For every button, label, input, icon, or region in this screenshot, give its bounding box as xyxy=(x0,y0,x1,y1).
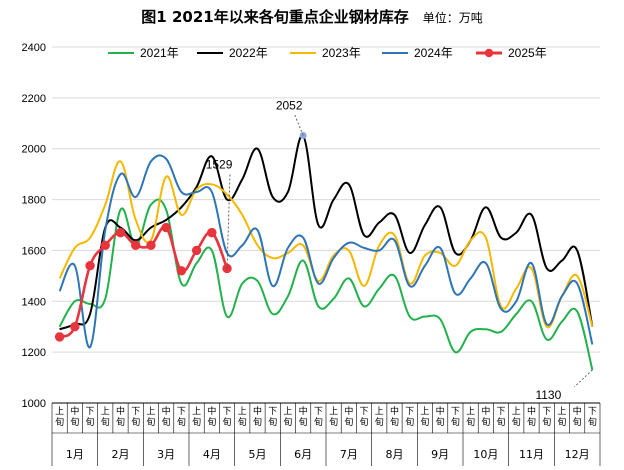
data-point xyxy=(191,245,202,256)
x-tick-label: 中旬 xyxy=(344,405,353,428)
x-tick-label: 上旬 xyxy=(283,406,292,428)
data-point xyxy=(207,227,217,238)
x-tick-label: 中旬 xyxy=(162,405,171,428)
month-label: 2月 xyxy=(112,448,130,461)
annotation-label: 1130 xyxy=(535,388,561,402)
x-tick-label: 上旬 xyxy=(238,406,247,428)
y-tick-label: 1400 xyxy=(22,296,46,308)
y-tick-label: 1800 xyxy=(22,195,46,207)
data-point xyxy=(100,240,110,251)
x-tick-label: 中旬 xyxy=(527,405,536,428)
x-tick-label: 下旬 xyxy=(177,407,186,428)
month-label: 5月 xyxy=(249,448,267,461)
data-point xyxy=(54,332,65,342)
series-line-1 xyxy=(58,198,594,371)
x-tick-label: 上旬 xyxy=(329,406,338,428)
annotation-leader xyxy=(574,369,593,388)
data-point xyxy=(176,266,187,276)
x-tick-label: 中旬 xyxy=(70,405,79,428)
legend-label: 2022年 xyxy=(229,46,268,60)
x-tick-label: 下旬 xyxy=(86,407,95,428)
y-tick-label: 1600 xyxy=(22,245,46,257)
month-label: 10月 xyxy=(473,448,498,461)
chart-title-text: 图1 2021年以来各旬重点企业钢材库存 xyxy=(141,8,409,26)
month-label: 6月 xyxy=(294,448,312,461)
x-tick-label: 下旬 xyxy=(360,407,369,428)
data-point xyxy=(146,240,156,251)
x-tick-label: 下旬 xyxy=(405,407,414,428)
x-tick-label: 下旬 xyxy=(223,407,232,428)
month-label: 11月 xyxy=(519,448,544,461)
x-tick-label: 中旬 xyxy=(116,405,125,428)
y-tick-label: 2200 xyxy=(22,93,46,105)
legend-label: 2024年 xyxy=(414,46,453,60)
legend-label: 2021年 xyxy=(140,46,179,60)
x-tick-label: 下旬 xyxy=(588,407,597,428)
data-point xyxy=(131,240,141,251)
series-line-2 xyxy=(59,134,594,331)
month-label: 4月 xyxy=(203,448,221,461)
data-point xyxy=(115,227,126,238)
x-tick-label: 上旬 xyxy=(466,406,475,428)
x-tick-label: 中旬 xyxy=(573,405,582,428)
x-tick-label: 下旬 xyxy=(314,407,323,428)
y-tick-label: 1200 xyxy=(22,347,46,359)
x-tick-label: 中旬 xyxy=(207,405,216,428)
y-tick-label: 2400 xyxy=(22,42,46,54)
x-tick-label: 中旬 xyxy=(481,405,490,428)
month-label: 8月 xyxy=(386,448,404,461)
unit-label: 单位：万吨 xyxy=(422,11,483,25)
x-tick-label: 中旬 xyxy=(390,405,399,428)
legend-marker xyxy=(484,48,494,58)
legend-label: 2023年 xyxy=(322,46,361,60)
x-tick-label: 下旬 xyxy=(542,407,551,428)
x-tick-label: 上旬 xyxy=(557,406,566,428)
y-tick-label: 1000 xyxy=(22,398,46,410)
x-tick-label: 上旬 xyxy=(146,406,155,428)
x-tick-label: 中旬 xyxy=(299,405,308,428)
x-tick-label: 上旬 xyxy=(512,406,521,428)
y-tick-label: 2000 xyxy=(22,144,46,156)
x-tick-label: 中旬 xyxy=(253,405,262,428)
x-tick-label: 上旬 xyxy=(101,406,110,428)
data-point xyxy=(85,260,95,271)
data-point xyxy=(70,322,80,332)
annotation-label: 1529 xyxy=(206,157,233,171)
series-line-5 xyxy=(58,225,229,339)
x-tick-label: 中旬 xyxy=(436,405,445,428)
month-label: 12月 xyxy=(565,448,590,461)
x-tick-label: 上旬 xyxy=(192,406,201,428)
x-tick-label: 下旬 xyxy=(268,407,277,428)
data-point xyxy=(161,222,171,233)
series-line-4 xyxy=(58,154,594,349)
x-tick-label: 上旬 xyxy=(420,406,429,428)
chart-title: 图1 2021年以来各旬重点企业钢材库存 单位：万吨 xyxy=(0,6,624,27)
annotation-leader xyxy=(226,172,231,269)
annotation-label: 2052 xyxy=(276,98,303,112)
x-tick-label: 上旬 xyxy=(375,406,384,428)
x-tick-label: 下旬 xyxy=(497,407,506,428)
x-tick-label: 上旬 xyxy=(55,406,64,428)
month-label: 7月 xyxy=(340,448,358,461)
annotation-leader xyxy=(293,113,304,136)
x-tick-label: 下旬 xyxy=(131,407,140,428)
month-label: 1月 xyxy=(66,448,84,461)
month-label: 9月 xyxy=(431,448,449,461)
x-tick-label: 下旬 xyxy=(451,407,460,428)
legend-label: 2025年 xyxy=(508,46,547,60)
month-label: 3月 xyxy=(157,448,175,461)
